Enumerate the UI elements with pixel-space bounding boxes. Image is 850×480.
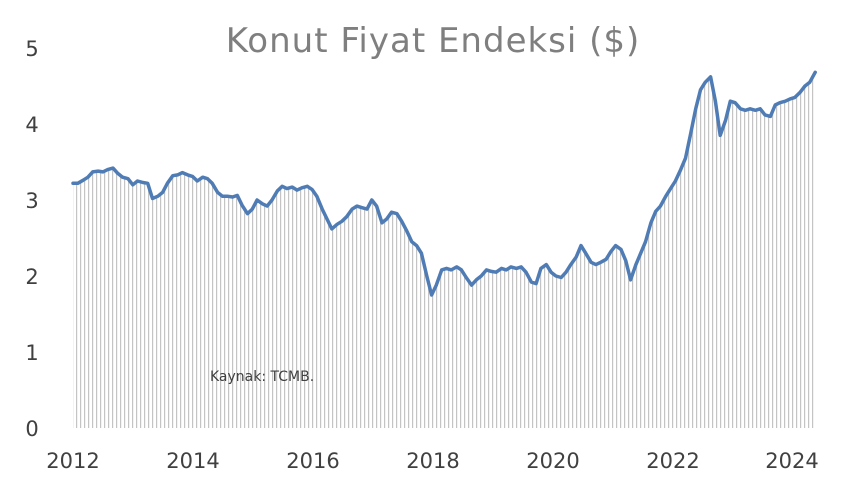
x-tick-label: 2020 bbox=[526, 449, 579, 473]
x-tick-label: 2024 bbox=[765, 449, 818, 473]
y-tick-label: 3 bbox=[25, 189, 38, 213]
x-tick-label: 2012 bbox=[46, 449, 99, 473]
x-tick-label: 2018 bbox=[406, 449, 459, 473]
y-axis-tick-labels: 0 1 2 3 4 5 bbox=[25, 37, 38, 441]
y-tick-label: 2 bbox=[25, 265, 38, 289]
y-tick-label: 0 bbox=[25, 417, 38, 441]
series-line bbox=[71, 70, 817, 297]
y-tick-label: 5 bbox=[25, 37, 38, 61]
series-area bbox=[73, 72, 816, 429]
chart-title: Konut Fiyat Endeksi ($) bbox=[226, 21, 641, 61]
y-tick-label: 1 bbox=[25, 341, 38, 365]
x-tick-label: 2016 bbox=[286, 449, 339, 473]
x-tick-label: 2014 bbox=[166, 449, 219, 473]
source-note: Kaynak: TCMB. bbox=[210, 369, 314, 385]
x-axis-tick-labels: 2012 2014 2016 2018 2020 2022 2024 bbox=[46, 449, 818, 473]
y-tick-label: 4 bbox=[25, 113, 38, 137]
x-tick-label: 2022 bbox=[646, 449, 699, 473]
